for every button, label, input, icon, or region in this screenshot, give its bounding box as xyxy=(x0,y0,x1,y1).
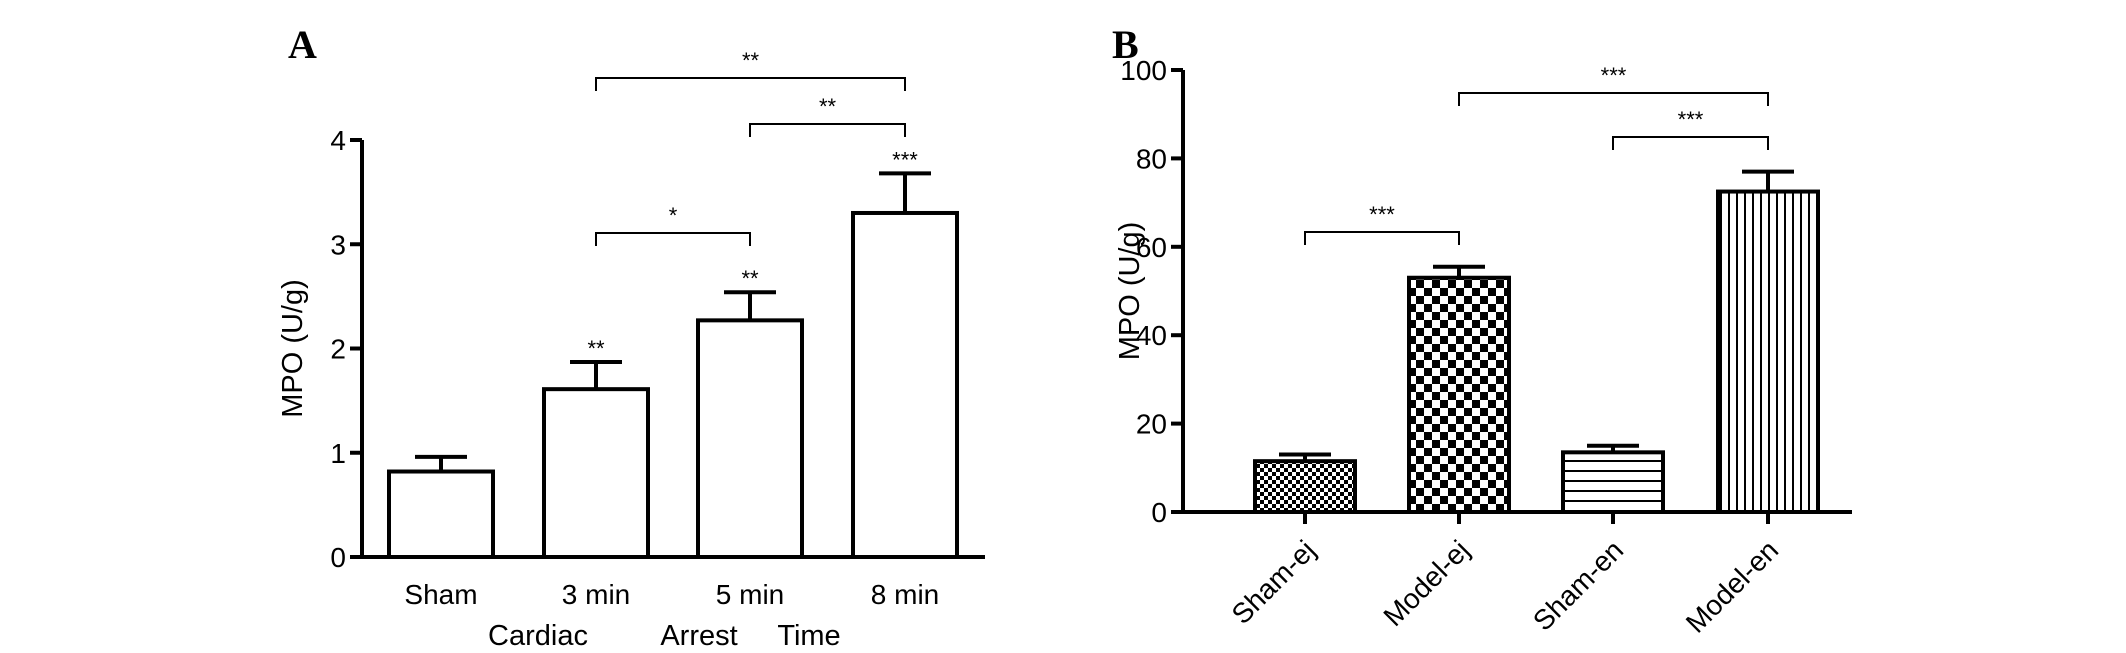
chart-a-bar-sig-3: *** xyxy=(892,147,918,172)
chart-b-bracket-0 xyxy=(1304,231,1460,245)
chart-b-y-tick-label-5: 100 xyxy=(1120,55,1167,86)
chart-b-bracket-label-1: *** xyxy=(1678,107,1704,132)
chart-b-bar-0 xyxy=(1253,459,1357,515)
chart-a-bracket-label-2: ** xyxy=(742,48,760,73)
chart-b-y-tick-label-4: 80 xyxy=(1136,143,1167,174)
chart-b-x-tick-label-1: Model-ej xyxy=(1377,534,1475,632)
chart-a-bar-sig-1: ** xyxy=(587,336,605,361)
chart-b-bar-1 xyxy=(1407,275,1511,514)
chart-a-y-tick-label-4: 4 xyxy=(330,125,346,156)
chart-b-bracket-2 xyxy=(1458,92,1769,106)
chart-a-bracket-2 xyxy=(595,77,906,91)
chart-a-bar-3 xyxy=(851,210,959,559)
chart-a-bar-sig-2: ** xyxy=(741,266,759,291)
chart-b-y-tick-label-2: 40 xyxy=(1136,320,1167,351)
chart-b-y-tick-label-0: 0 xyxy=(1151,497,1167,528)
chart-b-x-tick-label-0: Sham-ej xyxy=(1226,534,1322,630)
chart-a-x-tick-label-0: Sham xyxy=(404,579,477,610)
chart-a-bar-1 xyxy=(542,387,650,559)
chart-b-bracket-label-0: *** xyxy=(1369,202,1395,227)
chart-a-x-tick-label-1: 3 min xyxy=(562,579,630,610)
chart-a-x-axis-title-word-2: Time xyxy=(777,620,840,652)
panel-label-a: A xyxy=(288,22,317,67)
chart-a-bracket-label-0: * xyxy=(669,203,678,228)
chart-b-bar-3 xyxy=(1716,189,1820,515)
chart-b-x-tick-label-3: Model-en xyxy=(1680,534,1784,638)
chart-a-bracket-0 xyxy=(595,232,751,246)
chart-a-bracket-1 xyxy=(749,123,906,137)
chart-b-bar-2 xyxy=(1561,450,1665,514)
chart-a-bracket-label-1: ** xyxy=(819,94,837,119)
chart-b-bracket-1 xyxy=(1612,136,1769,150)
chart-a-x-tick-label-2: 5 min xyxy=(716,579,784,610)
chart-a-y-tick-label-0: 0 xyxy=(330,542,346,573)
chart-a-y-axis-title: MPO (U/g) xyxy=(277,279,309,418)
chart-b-bracket-label-2: *** xyxy=(1601,63,1627,88)
chart-a-bar-0 xyxy=(387,469,495,560)
chart-a-y-tick-label-2: 2 xyxy=(330,334,346,365)
chart-a-x-axis-title-word-1: Arrest xyxy=(660,620,737,652)
chart-b-y-axis-title: MPO (U/g) xyxy=(1114,222,1146,361)
panel-label-b: B xyxy=(1112,22,1139,67)
chart-b-y-tick-label-3: 60 xyxy=(1136,232,1167,263)
chart-a-y-tick-label-3: 3 xyxy=(330,229,346,260)
chart-b-y-tick-label-1: 20 xyxy=(1136,409,1167,440)
chart-a-x-axis-title-word-0: Cardiac xyxy=(488,620,588,652)
chart-panel-b: 0 20 40 60 80 100 MPO (U/g) Sham-ej Model-ej Sham… xyxy=(1114,55,1852,639)
chart-a-y-tick-label-1: 1 xyxy=(330,438,346,469)
chart-b-x-tick-label-2: Sham-en xyxy=(1527,534,1629,636)
chart-a-bar-2 xyxy=(696,318,804,560)
chart-a-x-tick-label-3: 8 min xyxy=(871,579,939,610)
